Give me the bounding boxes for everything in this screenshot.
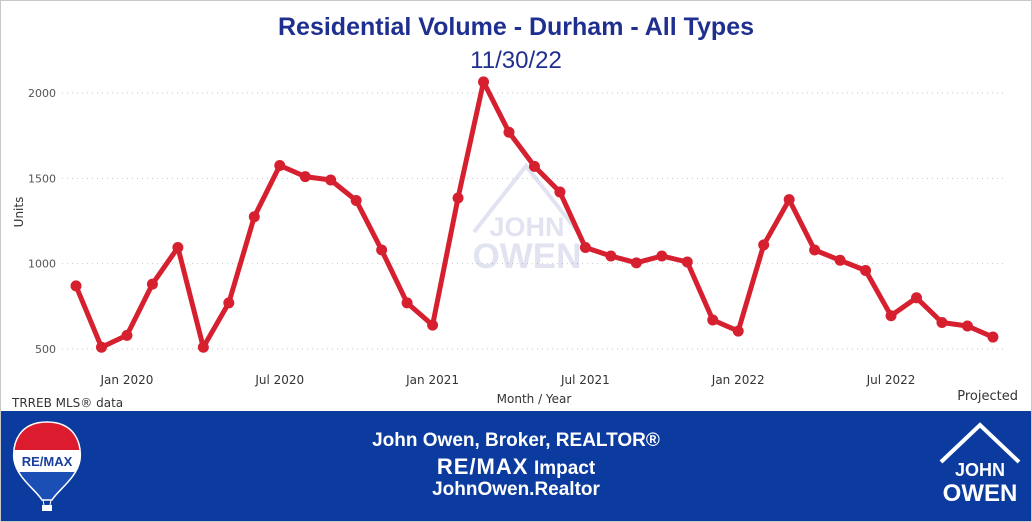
data-point: [987, 331, 999, 343]
brokerage-brand: RE/MAX: [436, 454, 529, 479]
x-tick-label: Jan 2021: [405, 373, 459, 387]
broker-name: John Owen, Broker, REALTOR®: [372, 430, 660, 451]
data-point: [376, 244, 388, 256]
line-chart: JOHN OWEN 500 1000 1500 2000 Jan 2020 Jul 20…: [12, 76, 1005, 406]
data-point: [630, 257, 642, 269]
data-point: [783, 194, 795, 206]
data-point: [554, 186, 566, 198]
data-point: [146, 278, 158, 290]
x-tick-label: Jul 2020: [254, 373, 304, 387]
data-point: [274, 160, 286, 172]
y-axis-ticks: 500 1000 1500 2000: [28, 87, 56, 356]
data-point: [860, 264, 872, 276]
data-point: [579, 241, 591, 253]
data-point: [223, 297, 235, 309]
brokerage-suffix: Impact: [533, 458, 596, 479]
data-point: [707, 314, 719, 326]
data-point: [299, 171, 311, 183]
brokerage-line: RE/MAX Impact: [1, 454, 1031, 480]
data-point: [197, 341, 209, 353]
balloon-label: RE/MAX: [22, 454, 73, 469]
y-tick-label: 2000: [28, 87, 56, 100]
data-point: [936, 317, 948, 329]
data-point: [248, 211, 260, 223]
data-point: [427, 319, 439, 331]
y-axis-label: Units: [12, 197, 26, 228]
x-tick-label: Jul 2021: [560, 373, 610, 387]
data-point: [350, 195, 362, 207]
data-point: [528, 160, 540, 172]
x-tick-label: Jan 2020: [100, 373, 154, 387]
x-axis-label: Month / Year: [497, 392, 572, 406]
footer-banner: RE/MAX John Owen, Broker, REALTOR® RE/MA…: [1, 411, 1031, 521]
source-note: TRREB MLS® data: [12, 396, 124, 410]
data-point: [911, 292, 923, 304]
data-point: [834, 254, 846, 266]
watermark-logo: JOHN OWEN: [472, 162, 582, 276]
data-point: [401, 297, 413, 309]
logo-line1: JOHN: [955, 460, 1005, 480]
data-point: [172, 241, 184, 253]
watermark-line1: JOHN: [489, 212, 564, 242]
john-owen-logo: JOHN OWEN: [939, 422, 1021, 504]
data-point: [732, 325, 744, 337]
data-point: [656, 250, 668, 262]
remax-balloon-logo: RE/MAX: [12, 421, 82, 511]
data-point: [95, 341, 107, 353]
logo-line2: OWEN: [943, 480, 1018, 504]
y-tick-label: 1000: [28, 258, 56, 271]
x-tick-label: Jul 2022: [866, 373, 916, 387]
projected-note: Projected: [957, 389, 1018, 404]
data-point: [452, 192, 464, 204]
data-points: [70, 76, 999, 353]
data-point: [758, 239, 770, 251]
data-point: [605, 250, 617, 262]
data-point: [70, 280, 82, 292]
data-point: [325, 174, 337, 186]
data-point: [121, 329, 133, 341]
data-point: [809, 244, 821, 256]
data-point: [503, 126, 515, 138]
data-point: [961, 320, 973, 332]
watermark-line2: OWEN: [473, 237, 582, 276]
chart-title: Residential Volume - Durham - All Types: [277, 13, 754, 41]
data-point: [478, 76, 490, 88]
y-tick-label: 500: [35, 343, 56, 356]
x-axis-ticks: Jan 2020 Jul 2020 Jan 2021 Jul 2021 Jan 2022…: [100, 373, 916, 387]
x-tick-label: Jan 2022: [711, 373, 765, 387]
y-tick-label: 1500: [28, 172, 56, 185]
chart-subtitle: 11/30/22: [470, 47, 562, 74]
website-link[interactable]: JohnOwen.Realtor: [432, 479, 600, 500]
data-point: [885, 310, 897, 322]
data-point: [681, 256, 693, 268]
